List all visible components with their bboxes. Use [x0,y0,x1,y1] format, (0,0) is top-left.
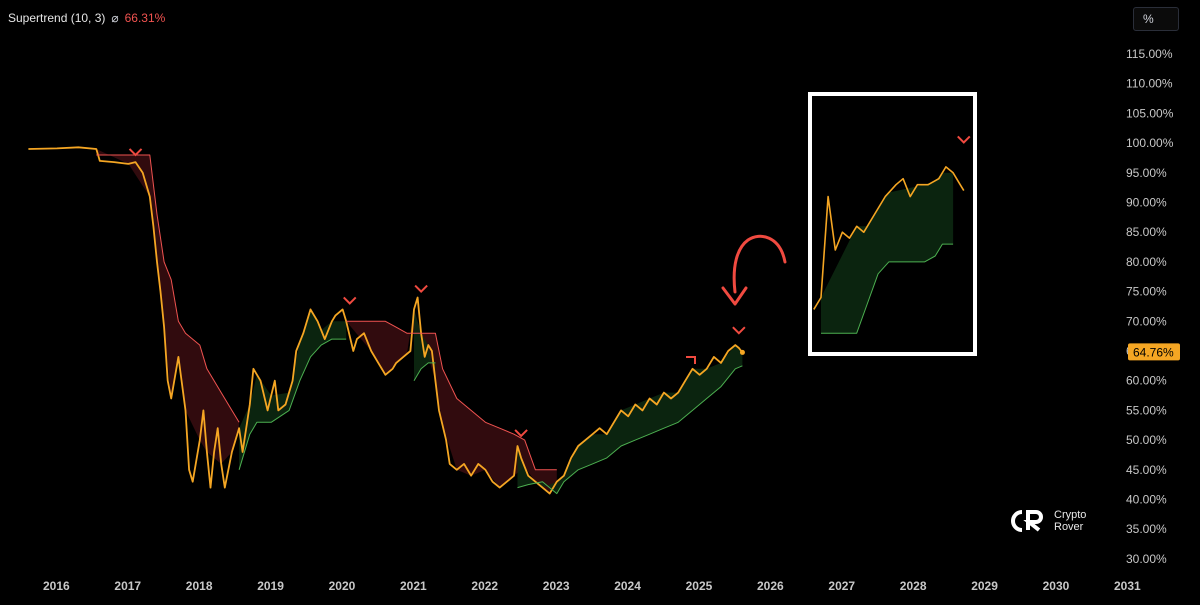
x-tick-label: 2031 [1114,579,1141,593]
y-tick-label: 110.00% [1126,77,1173,91]
zoom-highlight-box [808,92,977,356]
indicator-legend[interactable]: Supertrend (10, 3) ⌀ 66.31% [8,11,165,25]
x-tick-label: 2022 [471,579,498,593]
zoom-price-line [813,166,965,310]
y-tick-label: 60.00% [1126,374,1167,388]
crypto-rover-watermark: Crypto Rover [1008,508,1086,534]
y-axis: 115.00% 110.00% 105.00% 100.00% 95.00% 90.00%… [1126,47,1180,566]
supertrend-bear-line-2017 [96,154,240,423]
supertrend-bull-line-2023 [517,365,743,495]
arrow-head-icon [721,286,748,306]
x-tick-label: 2030 [1043,579,1070,593]
x-tick-label: 2019 [257,579,284,593]
last-value-label: 64.76% [1133,345,1174,359]
y-tick-label: 50.00% [1126,433,1167,447]
y-tick-label: 40.00% [1126,493,1167,507]
y-tick-label: 115.00% [1126,47,1173,61]
supertrend-bull-line-2021 [413,362,436,381]
supertrend-fill-1 [96,149,240,464]
supertrend-fill-3 [239,309,347,470]
x-tick-label: 2023 [543,579,570,593]
sell-signal-chevron-icon [414,284,428,293]
y-tick-label: 85.00% [1126,225,1167,239]
curved-arrow-icon [732,234,787,294]
supertrend-bear-line-2021 [346,320,557,471]
price-line [28,146,744,495]
legend-value: 66.31% [124,11,166,25]
y-tick-label: 100.00% [1126,136,1174,150]
y-tick-label: 45.00% [1126,463,1167,477]
x-tick-label: 2021 [400,579,427,593]
x-tick-label: 2029 [971,579,998,593]
x-axis: 2016 2017 2018 2019 2020 2021 2022 2023 2024 2025… [43,579,1141,593]
legend-symbol: ⌀ [111,11,119,25]
supertrend-fill-7 [821,172,954,334]
series-lines [28,146,965,495]
x-tick-label: 2026 [757,579,784,593]
watermark-line1: Crypto [1054,509,1087,521]
y-tick-label: 90.00% [1126,196,1167,210]
supertrend-fills [96,149,954,494]
sell-signal-chevron-icon [514,429,528,438]
supertrend-bull-line-2019 [238,338,347,470]
x-tick-label: 2027 [828,579,855,593]
last-price-dot [739,349,745,355]
x-tick-label: 2017 [114,579,141,593]
x-tick-label: 2020 [329,579,356,593]
x-tick-label: 2028 [900,579,927,593]
y-tick-label: 95.00% [1126,166,1167,180]
watermark-line2: Rover [1054,521,1084,533]
corner-marker-icon [686,356,696,364]
y-tick-label: 70.00% [1126,314,1167,328]
y-tick-label: 75.00% [1126,285,1167,299]
y-tick-label: 80.00% [1126,255,1167,269]
percent-scale-button[interactable]: % [1133,7,1179,31]
sell-signal-chevron-icon [957,135,971,144]
x-tick-label: 2016 [43,579,70,593]
supertrend-fill-2 [346,309,557,494]
y-tick-label: 30.00% [1126,552,1167,566]
x-tick-label: 2025 [686,579,713,593]
sell-signal-chevron-icon [343,296,357,305]
x-tick-label: 2018 [186,579,213,593]
y-tick-label: 55.00% [1126,403,1167,417]
last-value-badge [1128,343,1180,361]
sell-signal-chevron-icon [732,326,746,335]
supertrend-fill-5 [517,345,743,494]
y-tick-label: 35.00% [1126,522,1167,536]
annotations [128,92,977,438]
crypto-rover-logo-icon [1011,510,1043,532]
y-tick-label: 105.00% [1126,106,1174,120]
x-tick-label: 2024 [614,579,641,593]
sell-signal-chevron-icon [128,148,143,157]
legend-indicator-name: Supertrend (10, 3) [8,11,106,25]
zoom-bull-line [821,243,954,334]
